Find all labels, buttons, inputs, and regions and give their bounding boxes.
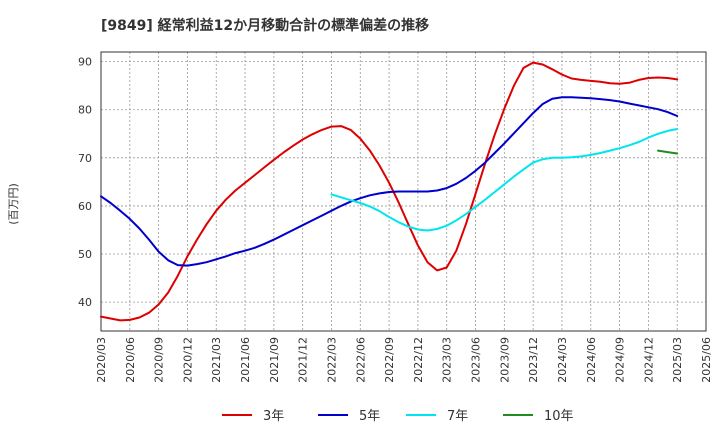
x-tick-label: 2020/12 [181,337,194,383]
x-tick-label: 2021/06 [239,337,252,383]
x-tick-label: 2023/06 [470,337,483,383]
x-tick-label: 2024/06 [585,337,598,383]
x-tick-label: 2023/09 [498,337,511,383]
x-tick-label: 2022/12 [412,337,425,383]
x-tick-label: 2024/03 [556,337,569,383]
y-tick-label: 80 [78,104,92,117]
series-line-3 [330,128,679,232]
y-tick-label: 50 [78,248,92,261]
legend-item-3: 7年 [406,409,468,424]
x-tick-label: 2024/09 [614,337,627,383]
y-tick-label: 60 [78,200,92,213]
y-tick-label: 70 [78,152,92,165]
legend-label: 5年 [359,409,380,424]
series-line-2 [100,96,679,267]
x-tick-label: 2023/12 [527,337,540,383]
plot-frame [100,51,707,332]
y-tick-label: 90 [78,56,92,69]
chart-title: [9849] 経常利益12か月移動合計の標準偏差の推移 [101,17,429,34]
legend-item-2: 5年 [318,409,380,424]
legend-item-1: 3年 [222,409,284,424]
legend-item-4: 10年 [503,409,574,424]
x-tick-label: 2020/09 [153,337,166,383]
x-tick-label: 2021/03 [210,337,223,383]
x-tick-label: 2021/09 [268,337,281,383]
series-line-1 [100,61,679,322]
series-line-4 [657,149,679,155]
x-tick-label: 2023/03 [441,337,454,383]
x-tick-label: 2022/03 [325,337,338,383]
x-tick-label: 2022/06 [354,337,367,383]
y-axis-label: (百万円) [7,183,20,225]
x-tick-label: 2021/12 [297,337,310,383]
legend: 3年 5年 7年 10年 [222,409,574,424]
x-tick-label: 2025/03 [671,337,684,383]
legend-label: 7年 [447,409,468,424]
x-tick-label: 2025/06 [700,337,713,383]
axes: 2020/03 2020/06 2020/09 2020/12 2021/03 2021/… [78,51,713,383]
x-tick-label: 2024/12 [642,337,655,383]
legend-label: 3年 [263,409,284,424]
y-tick-label: 40 [78,296,92,309]
legend-label: 10年 [544,409,574,424]
x-tick-label: 2022/09 [383,337,396,383]
x-tick-label: 2020/03 [95,337,108,383]
series-lines [100,61,679,322]
x-tick-label: 2020/06 [124,337,137,383]
